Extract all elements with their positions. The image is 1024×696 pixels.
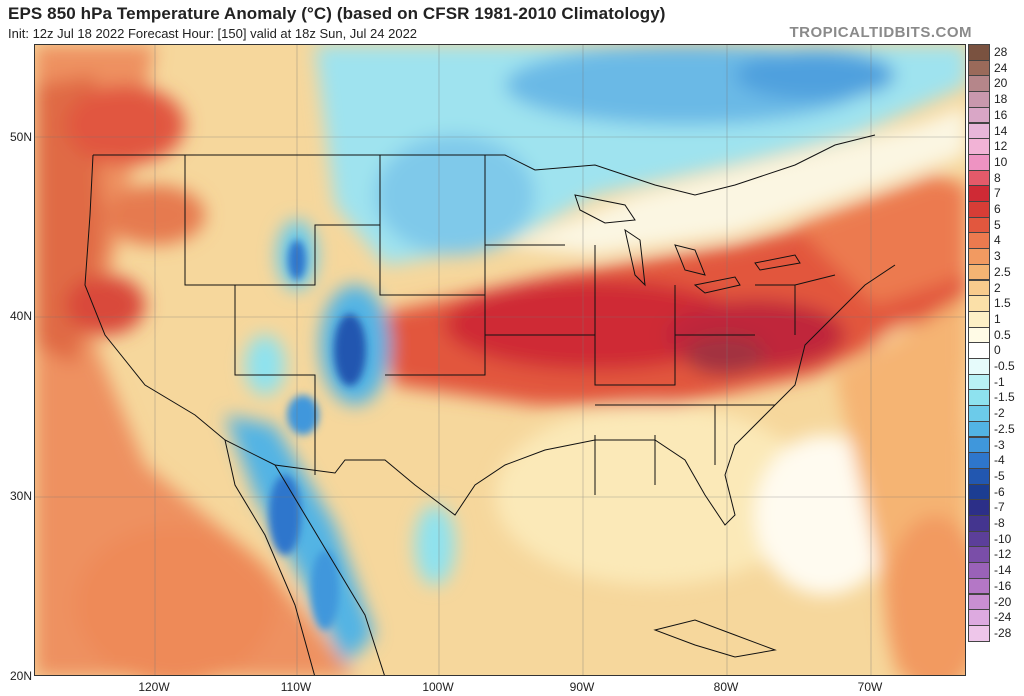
colorbar-swatch <box>968 405 990 422</box>
colorbar-label: -28 <box>994 625 1012 640</box>
colorbar-swatch <box>968 263 990 281</box>
colorbar-label: -0.5 <box>994 359 1015 373</box>
colorbar-swatch <box>968 44 990 61</box>
lat-label-20n: 20N <box>9 669 32 683</box>
map-canvas <box>35 45 965 675</box>
colorbar-swatch <box>968 624 990 642</box>
lat-label-40n: 40N <box>9 309 32 323</box>
colorbar-swatch <box>968 91 990 108</box>
colorbar-swatch <box>968 248 990 265</box>
colorbar-swatch <box>968 499 990 516</box>
lon-label-80w: 80W <box>713 680 739 694</box>
colorbar-label: 0 <box>994 343 1001 358</box>
colorbar-label: -1.5 <box>994 390 1015 405</box>
colorbar-label: -3 <box>994 437 1005 452</box>
lat-label-30n: 30N <box>9 489 32 503</box>
colorbar-swatch <box>968 515 990 532</box>
colorbar-label: 4 <box>994 233 1001 248</box>
colorbar-label: -12 <box>994 547 1012 562</box>
colorbar-swatch <box>968 452 990 469</box>
colorbar-label: 10 <box>994 154 1008 169</box>
colorbar-label: -6 <box>994 484 1005 499</box>
colorbar-label: -4 <box>994 453 1005 468</box>
colorbar-swatch <box>968 342 990 359</box>
lat-label-50n: 50N <box>9 130 32 144</box>
colorbar-label: -5 <box>994 468 1005 483</box>
colorbar-swatch <box>968 153 990 171</box>
colorbar-label: 1 <box>994 311 1001 326</box>
colorbar-label: 14 <box>994 123 1008 138</box>
colorbar-swatch <box>968 467 990 485</box>
colorbar-label: -14 <box>994 563 1012 578</box>
colorbar-swatch <box>968 310 990 328</box>
colorbar-label: 5 <box>994 217 1001 232</box>
colorbar-label: 8 <box>994 170 1001 185</box>
colorbar-label: 0.5 <box>994 327 1011 342</box>
colorbar-swatch <box>968 75 990 93</box>
colorbar-label: 2 <box>994 280 1001 295</box>
colorbar-swatch <box>968 358 990 375</box>
colorbar-swatch <box>968 295 990 312</box>
colorbar-swatch <box>968 232 990 250</box>
lon-label-110w: 110W <box>280 680 312 694</box>
colorbar-swatch <box>968 106 990 124</box>
colorbar-swatch <box>968 577 990 595</box>
colorbar-label: -2.5 <box>994 421 1015 436</box>
colorbar-swatch <box>968 201 990 218</box>
colorbar-label: 28 <box>994 45 1008 59</box>
colorbar-label: 12 <box>994 139 1008 154</box>
colorbar-swatch <box>968 420 990 438</box>
colorbar-swatch <box>968 530 990 548</box>
colorbar-swatch <box>968 436 990 454</box>
colorbar-swatch <box>968 326 990 344</box>
colorbar-label: -8 <box>994 516 1005 530</box>
colorbar-label: 6 <box>994 202 1001 216</box>
colorbar-label: 2.5 <box>994 264 1011 279</box>
colorbar-swatch <box>968 138 990 155</box>
map-title: EPS 850 hPa Temperature Anomaly (°C) (ba… <box>8 4 666 23</box>
colorbar-label: -24 <box>994 610 1012 625</box>
colorbar-label: -20 <box>994 594 1012 609</box>
colorbar-swatch <box>968 373 990 391</box>
colorbar-label: 16 <box>994 107 1008 122</box>
colorbar-label: 24 <box>994 60 1008 75</box>
colorbar-swatch <box>968 483 990 501</box>
colorbar-swatch <box>968 546 990 564</box>
colorbar-label: -16 <box>994 578 1012 593</box>
colorbar-swatch <box>968 59 990 77</box>
anomaly-map[interactable] <box>34 44 966 676</box>
colorbar-swatch <box>968 185 990 202</box>
lon-label-70w: 70W <box>857 680 883 694</box>
colorbar-swatch <box>968 562 990 579</box>
map-subtitle: Init: 12z Jul 18 2022 Forecast Hour: [15… <box>8 26 418 41</box>
colorbar-swatch <box>968 389 990 407</box>
colorbar-label: -2 <box>994 406 1005 421</box>
colorbar-swatch <box>968 169 990 187</box>
colorbar-label: 1.5 <box>994 296 1011 311</box>
colorbar-swatch <box>968 216 990 234</box>
colorbar-label: -1 <box>994 374 1005 389</box>
colorbar-swatch <box>968 609 990 626</box>
lon-label-90w: 90W <box>569 680 595 694</box>
colorbar-swatch <box>968 279 990 297</box>
colorbar-label: 20 <box>994 76 1008 91</box>
colorbar-label: 7 <box>994 186 1001 201</box>
lon-label-100w: 100W <box>422 680 454 694</box>
colorbar-label: -10 <box>994 531 1012 546</box>
brand-watermark: TROPICALTIDBITS.COM <box>789 24 972 41</box>
colorbar-label: -7 <box>994 500 1005 515</box>
colorbar-swatch <box>968 122 990 140</box>
lon-label-120w: 120W <box>138 680 170 694</box>
colorbar-swatch <box>968 593 990 611</box>
colorbar-label: 18 <box>994 92 1008 107</box>
colorbar-label: 3 <box>994 249 1001 264</box>
